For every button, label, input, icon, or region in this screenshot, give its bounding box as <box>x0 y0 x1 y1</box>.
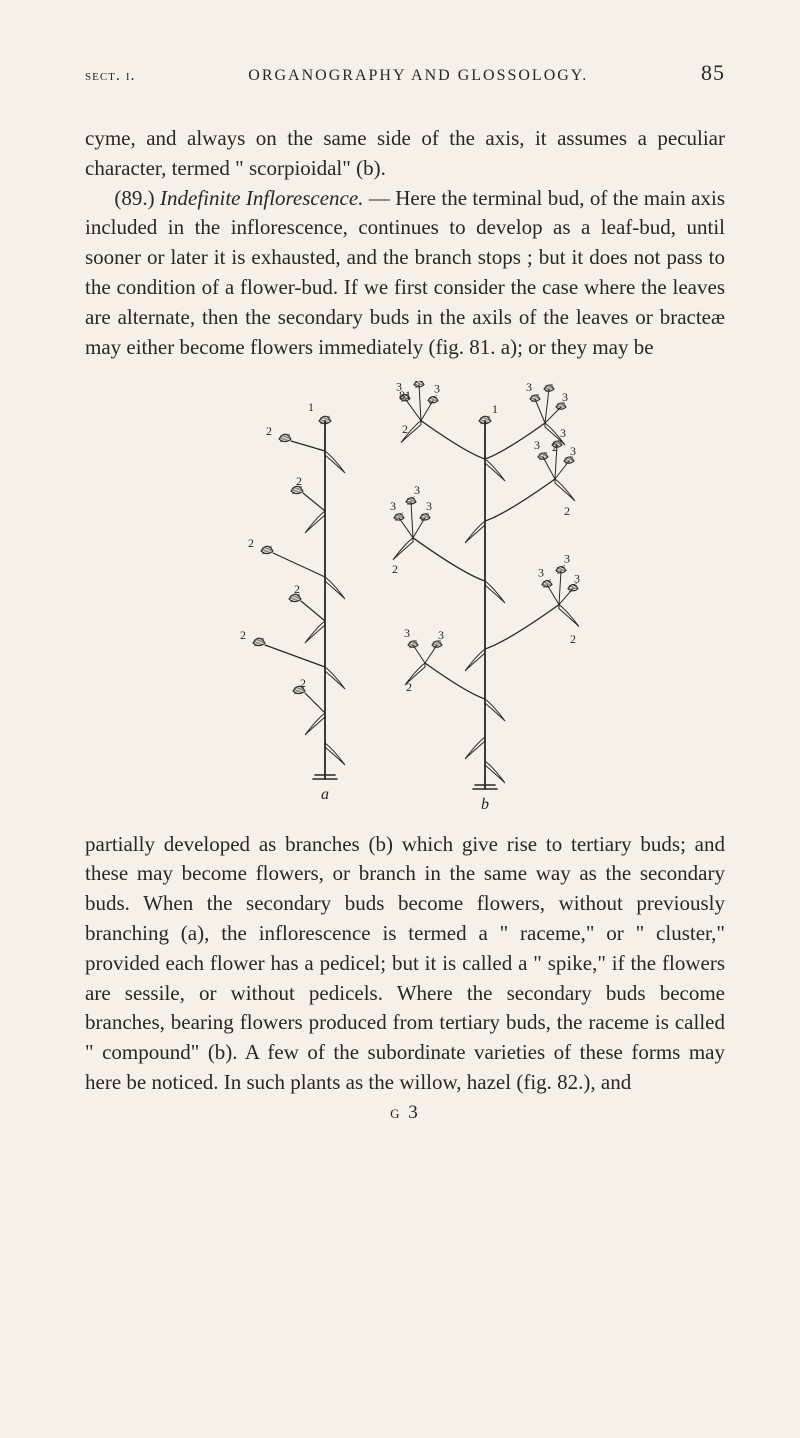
svg-text:2: 2 <box>406 680 412 694</box>
paragraph-2: (89.) Indefinite Inflorescence. — Here t… <box>85 184 725 363</box>
svg-text:b: b <box>481 796 489 811</box>
svg-text:2: 2 <box>300 676 306 690</box>
paragraph-1: cyme, and always on the same side of the… <box>85 124 725 184</box>
paragraph-3: partially developed as branches (b) whic… <box>85 830 725 1098</box>
svg-text:1: 1 <box>492 402 498 416</box>
body-text-lower: partially developed as branches (b) whic… <box>85 830 725 1098</box>
svg-text:2: 2 <box>392 562 398 576</box>
svg-text:2: 2 <box>296 474 302 488</box>
svg-text:2: 2 <box>564 504 570 518</box>
svg-text:3: 3 <box>426 498 432 512</box>
svg-text:2: 2 <box>266 424 272 438</box>
svg-text:2: 2 <box>294 582 300 596</box>
svg-text:2: 2 <box>402 422 408 436</box>
svg-text:2: 2 <box>248 536 254 550</box>
page-number: 85 <box>701 60 725 86</box>
para2-lead: (89.) <box>114 186 160 210</box>
page: sect. i. ORGANOGRAPHY AND GLOSSOLOGY. 85… <box>0 0 800 1438</box>
svg-text:1: 1 <box>308 400 314 414</box>
figure-svg: 811222222a133323332333233323332332b <box>195 381 615 811</box>
running-title: ORGANOGRAPHY AND GLOSSOLOGY. <box>248 67 588 85</box>
svg-text:3: 3 <box>438 628 444 642</box>
svg-text:3: 3 <box>414 482 420 496</box>
svg-text:3: 3 <box>404 626 410 640</box>
svg-text:2: 2 <box>570 632 576 646</box>
svg-text:3: 3 <box>526 381 532 394</box>
para2-italic: Indefinite Inflorescence. <box>160 186 363 210</box>
svg-text:3: 3 <box>552 381 558 384</box>
svg-text:3: 3 <box>396 381 402 394</box>
running-head: sect. i. ORGANOGRAPHY AND GLOSSOLOGY. 85 <box>85 60 725 86</box>
svg-text:3: 3 <box>434 381 440 395</box>
svg-text:3: 3 <box>564 551 570 565</box>
svg-text:3: 3 <box>562 390 568 404</box>
figure-81: 811222222a133323332333233323332332b <box>85 381 725 816</box>
svg-text:3: 3 <box>570 444 576 458</box>
signature-mark: g 3 <box>85 1102 725 1124</box>
svg-text:3: 3 <box>538 565 544 579</box>
svg-text:3: 3 <box>534 438 540 452</box>
svg-text:a: a <box>321 786 329 803</box>
svg-text:3: 3 <box>574 571 580 585</box>
para2-rest: — Here the terminal bud, of the main axi… <box>85 186 725 359</box>
svg-text:2: 2 <box>240 628 246 642</box>
svg-text:3: 3 <box>560 426 566 440</box>
body-text-upper: cyme, and always on the same side of the… <box>85 124 725 363</box>
section-label: sect. i. <box>85 67 136 85</box>
svg-text:3: 3 <box>390 498 396 512</box>
